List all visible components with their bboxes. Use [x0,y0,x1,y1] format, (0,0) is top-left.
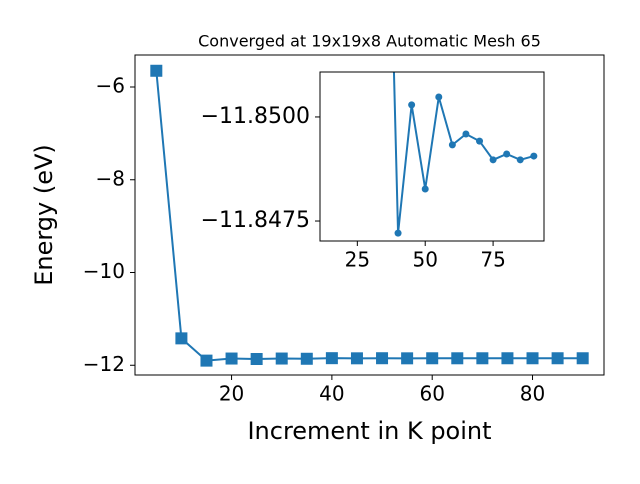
marker [394,229,402,237]
marker [516,156,524,164]
marker [401,352,414,365]
line [392,72,535,234]
marker [225,352,238,365]
marker [501,352,514,365]
y-tick-label: −8 [96,166,125,190]
series [150,64,589,367]
marker [250,353,263,365]
marker [275,352,288,365]
marker [551,352,564,365]
marker [476,137,484,145]
y-tick-label: −11.8475 [201,208,310,233]
marker [451,352,464,365]
x-tick-label: 40 [319,382,344,406]
marker [448,141,456,149]
marker [530,152,538,160]
frame [134,54,605,376]
marker [426,352,439,365]
y-axis-label: Energy (eV) [30,144,58,286]
x-tick-label: 60 [419,382,444,406]
x-tick-label: 75 [480,248,505,272]
frame [319,71,545,242]
marker [526,352,539,365]
y-tick-label: −10 [83,259,125,283]
marker [325,352,338,365]
marker [300,352,313,365]
marker [476,352,489,365]
marker [376,352,389,365]
marker [489,156,497,164]
marker [503,150,511,158]
chart-title: Converged at 19x19x8 Automatic Mesh 65 [198,32,541,51]
marker [435,93,443,101]
series [392,72,538,237]
x-tick-label: 80 [520,382,545,406]
x-axis-label: Increment in K point [247,417,491,445]
x-tick-label: 25 [345,248,370,272]
marker [462,130,470,138]
x-tick-label: 50 [412,248,437,272]
marker [421,185,429,193]
marker [350,352,363,365]
y-tick-label: −11.8500 [201,104,310,129]
x-tick-label: 20 [219,382,244,406]
marker [576,352,589,365]
marker [200,354,213,367]
marker [175,332,188,345]
marker [408,101,416,109]
y-tick-label: −12 [83,352,125,376]
marker [150,64,163,77]
y-tick-label: −6 [96,74,125,98]
